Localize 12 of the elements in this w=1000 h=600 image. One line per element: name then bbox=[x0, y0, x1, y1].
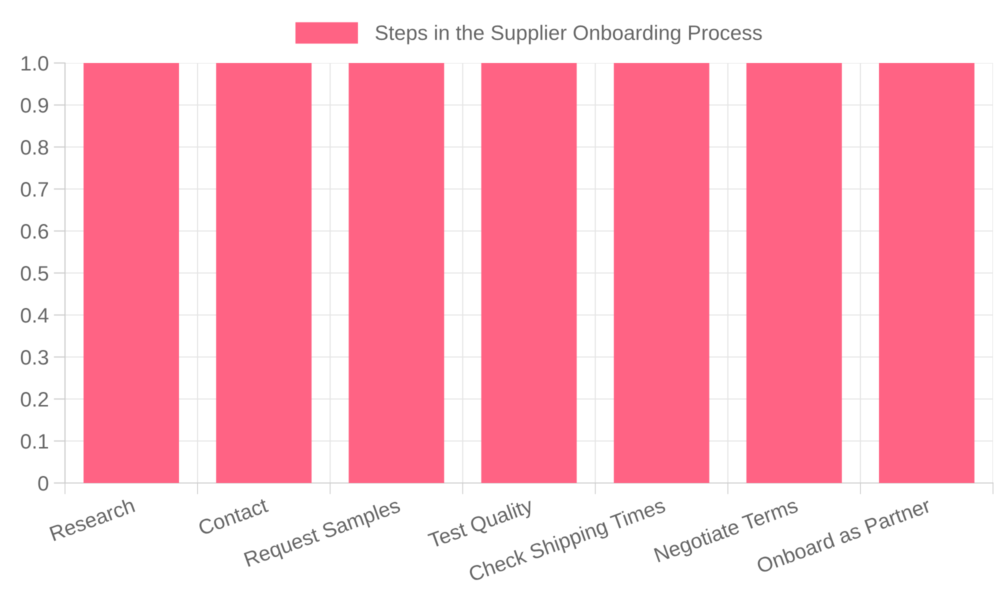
y-tick-label: 0.6 bbox=[20, 224, 48, 239]
y-tick-label: 0.7 bbox=[20, 182, 48, 197]
legend-label: Steps in the Supplier Onboarding Process bbox=[376, 24, 762, 44]
y-tick-label: 1.0 bbox=[22, 56, 48, 71]
y-tick-label: 0.4 bbox=[20, 308, 48, 323]
y-tick-label: 0.5 bbox=[20, 266, 48, 281]
y-tick-label: 0.8 bbox=[20, 140, 48, 155]
y-tick-label: 0.1 bbox=[20, 434, 48, 449]
y-tick-label: 0.2 bbox=[20, 392, 48, 407]
y-tick-label: 0.9 bbox=[20, 98, 48, 113]
y-tick-label: 0.3 bbox=[20, 350, 48, 365]
y-tick-label: 0 bbox=[38, 476, 48, 491]
